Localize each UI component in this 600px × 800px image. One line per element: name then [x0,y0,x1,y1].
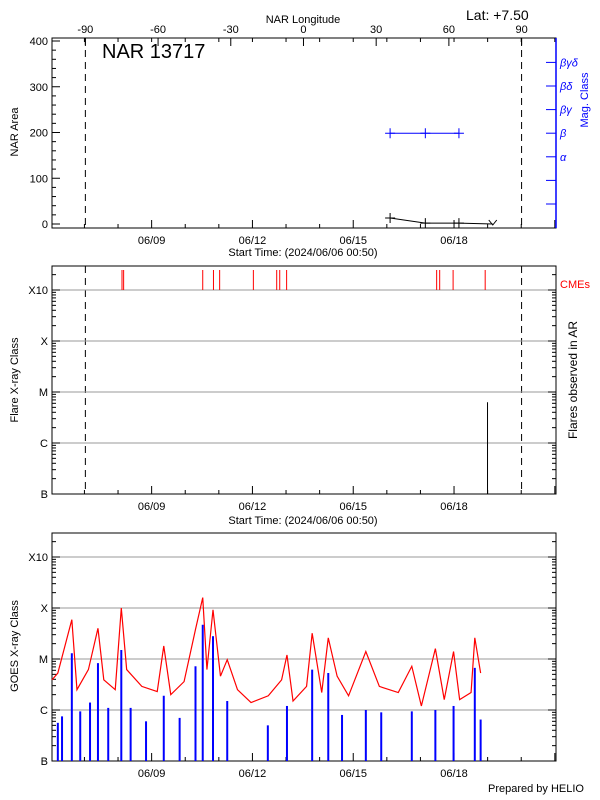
panel-2-frame [51,265,557,495]
y-tick-label: 400 [30,36,48,48]
y-tick-label: 300 [30,82,48,94]
mag-class-label: Mag. Class [579,72,591,128]
mag-class-point [453,128,464,139]
mag-class-tick-label: βγ [559,105,573,117]
panel-1-frame [51,37,557,229]
goes-long-series [51,597,482,707]
y-tick-label: C [40,438,48,450]
mag-class-tick-label: βγδ [559,57,579,69]
longitude-tick-label: 30 [370,24,382,36]
mag-class-point [385,128,396,139]
mag-class-point [420,128,431,139]
panel-3-frame [51,532,557,762]
y-tick-label: X [41,603,49,615]
y-tick-label: X10 [28,552,48,564]
mag-class-tick-label: α [560,152,567,164]
longitude-tick-label: -60 [150,24,166,36]
x-tick-label: 06/18 [440,768,468,780]
y-tick-label: M [39,654,48,666]
x-tick-label: 06/12 [239,501,267,513]
x-tick-label: 06/15 [339,768,367,780]
y-tick-label: C [40,705,48,717]
p3-ylabel: GOES X-ray Class [9,600,21,692]
p1-xlabel: Start Time: (2024/06/06 00:50) [228,247,377,259]
area-line [390,217,493,225]
x-tick-label: 06/12 [239,768,267,780]
p1-ylabel: NAR Area [9,107,21,157]
y-tick-label: X10 [28,285,48,297]
area-point [453,218,464,229]
x-tick-label: 06/15 [339,235,367,247]
longitude-tick-label: 60 [443,24,455,36]
x-tick-label: 06/09 [138,501,166,513]
x-tick-label: 06/18 [440,235,468,247]
top-axis-title: NAR Longitude [266,14,341,26]
mag-class-tick-label: β [559,128,567,140]
area-point [385,213,396,224]
p2-right-label: Flares observed in AR [566,321,580,439]
x-tick-label: 06/15 [339,501,367,513]
longitude-tick-label: -30 [223,24,239,36]
latitude-label: Lat: +7.50 [466,7,529,23]
longitude-tick-label: 0 [300,24,306,36]
y-tick-label: 100 [30,173,48,185]
p2-xlabel: Start Time: (2024/06/06 00:50) [228,515,377,527]
region-title: NAR 13717 [102,41,205,63]
x-tick-label: 06/09 [138,235,166,247]
mag-class-tick-label: βδ [559,81,573,93]
longitude-tick-label: 90 [515,24,527,36]
x-tick-label: 06/09 [138,768,166,780]
longitude-tick-label: -90 [77,24,93,36]
footer-credit: Prepared by HELIO [488,783,584,795]
y-tick-label: B [41,489,48,501]
p2-ylabel: Flare X-ray Class [9,337,21,422]
cme-label: CMEs [560,279,590,291]
x-tick-label: 06/18 [440,501,468,513]
y-tick-label: M [39,387,48,399]
y-tick-label: X [41,336,49,348]
y-tick-label: B [41,756,48,768]
area-point-arrow [488,219,498,226]
area-point [420,218,431,229]
y-tick-label: 0 [42,219,48,231]
x-tick-label: 06/12 [239,235,267,247]
y-tick-label: 200 [30,128,48,140]
